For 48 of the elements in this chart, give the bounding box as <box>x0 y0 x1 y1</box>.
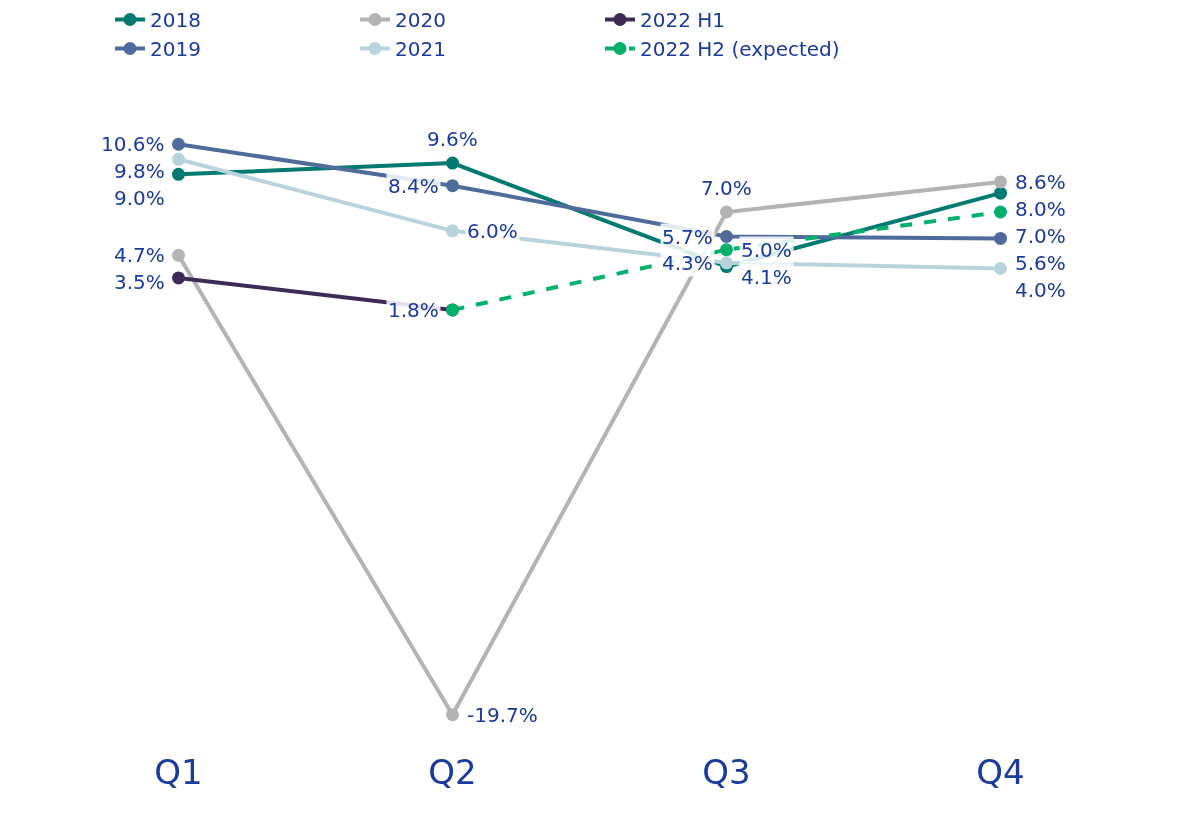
point <box>172 137 185 151</box>
point <box>720 243 733 257</box>
point <box>172 248 185 262</box>
data-label: 1.8% <box>388 298 439 322</box>
legend-label: 2019 <box>150 37 201 62</box>
data-label: 5.0% <box>741 238 792 262</box>
data-label: 7.0% <box>701 176 752 200</box>
legend-label: 2020 <box>395 8 446 33</box>
data-label: 9.0% <box>114 186 165 210</box>
data-label: 4.1% <box>741 265 792 289</box>
point <box>172 152 185 166</box>
x-tick-label: Q1 <box>154 752 203 792</box>
data-label: 7.0% <box>1015 224 1066 248</box>
legend-label: 2022 H2 (expected) <box>640 37 840 62</box>
legend-label: 2021 <box>395 37 446 62</box>
data-label: 10.6% <box>101 132 165 156</box>
point <box>446 156 459 170</box>
point <box>994 231 1007 245</box>
point <box>994 262 1007 275</box>
data-label: 3.5% <box>114 270 165 294</box>
data-label: 4.0% <box>1015 278 1066 302</box>
data-label: 5.6% <box>1015 251 1066 275</box>
data-label: 8.0% <box>1015 197 1066 221</box>
point <box>172 271 185 285</box>
data-label: 8.6% <box>1015 170 1066 194</box>
legend-label: 2018 <box>150 8 201 33</box>
data-label: 4.7% <box>114 243 165 267</box>
data-label: -19.7% <box>467 703 538 727</box>
x-tick-label: Q2 <box>428 752 477 792</box>
x-tick-label: Q4 <box>976 752 1025 792</box>
legend-label: 2022 H1 <box>640 8 726 33</box>
data-label: 8.4% <box>388 174 439 198</box>
data-label: 9.8% <box>114 159 165 183</box>
data-label: 6.0% <box>467 219 518 243</box>
x-tick-label: Q3 <box>702 752 751 792</box>
point <box>720 230 733 243</box>
point <box>994 175 1007 189</box>
point <box>994 186 1007 200</box>
point <box>446 708 459 722</box>
point <box>172 167 185 181</box>
point <box>994 205 1007 219</box>
point <box>720 256 733 270</box>
point <box>446 179 459 193</box>
point <box>720 205 733 219</box>
data-label: 4.3% <box>662 251 713 275</box>
point <box>446 224 459 238</box>
data-label: 5.7% <box>662 225 713 249</box>
data-label: 9.6% <box>427 127 478 151</box>
